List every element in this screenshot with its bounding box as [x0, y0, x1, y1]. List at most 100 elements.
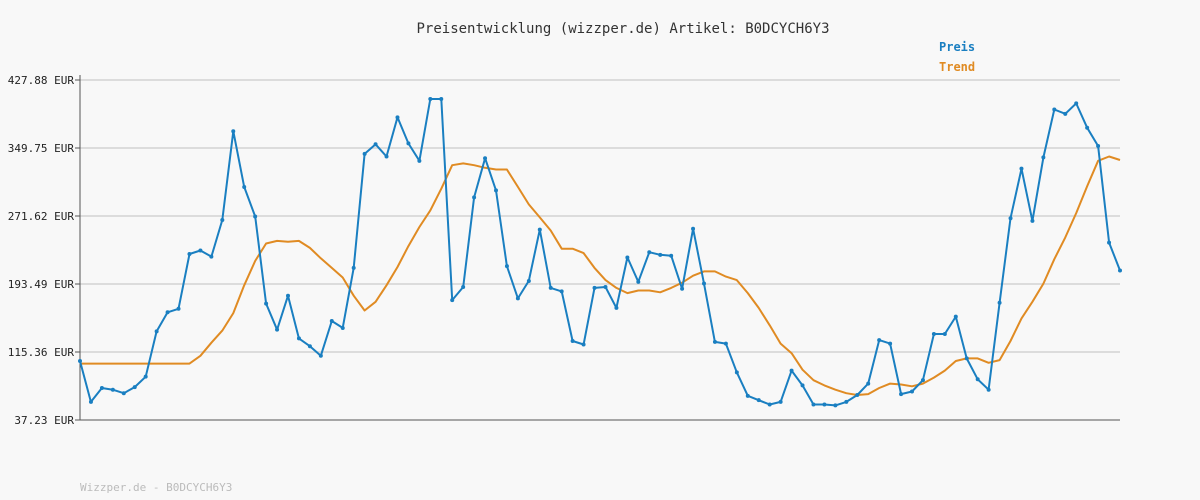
data-point-preis	[931, 332, 936, 337]
data-point-preis	[767, 402, 772, 407]
data-point-preis	[209, 254, 214, 259]
data-point-preis	[669, 253, 674, 258]
data-point-preis	[855, 392, 860, 397]
data-point-preis	[483, 156, 488, 161]
data-point-preis	[154, 329, 159, 334]
data-point-preis	[559, 289, 564, 294]
data-point-preis	[1052, 107, 1057, 112]
series-line-preis	[79, 98, 1121, 407]
legend-item-trend: Trend	[939, 60, 975, 74]
data-point-preis	[811, 402, 816, 407]
data-point-preis	[625, 255, 630, 260]
data-point-preis	[1041, 155, 1046, 160]
data-point-preis	[121, 391, 126, 396]
footer-text: Wizzper.de - B0DCYCH6Y3	[80, 481, 232, 494]
data-point-preis	[450, 298, 455, 303]
data-point-preis	[1063, 111, 1068, 116]
data-point-preis	[88, 399, 93, 404]
data-point-preis	[658, 252, 663, 257]
data-point-preis	[1030, 218, 1035, 223]
y-tick-label: 349.75 EUR	[8, 142, 75, 155]
data-point-preis	[953, 314, 958, 319]
y-tick-label: 271.62 EUR	[8, 210, 75, 223]
y-tick-label: 37.23 EUR	[14, 414, 74, 427]
data-point-preis	[198, 248, 203, 253]
data-point-preis	[275, 327, 280, 332]
data-point-preis	[592, 285, 597, 290]
data-point-preis	[132, 385, 137, 390]
y-tick-label: 193.49 EUR	[8, 278, 75, 291]
data-point-preis	[712, 339, 717, 344]
data-point-preis	[888, 341, 893, 346]
data-point-preis	[340, 325, 345, 330]
data-point-preis	[702, 281, 706, 286]
data-point-preis	[789, 368, 794, 373]
data-point-preis	[570, 338, 575, 343]
data-point-preis	[1008, 216, 1013, 221]
data-point-preis	[866, 381, 871, 386]
data-point-preis	[417, 158, 422, 163]
data-point-preis	[614, 305, 619, 310]
data-point-preis	[384, 154, 389, 159]
data-point-preis	[362, 151, 367, 156]
series-group	[78, 97, 1122, 408]
data-point-preis	[187, 251, 192, 256]
data-point-preis	[1118, 268, 1122, 273]
data-point-preis	[603, 285, 608, 290]
data-point-preis	[494, 188, 498, 193]
data-point-preis	[99, 385, 104, 390]
data-point-preis	[296, 336, 301, 341]
axes	[79, 75, 1120, 421]
data-point-preis	[1074, 101, 1079, 106]
data-point-preis	[647, 250, 652, 255]
data-point-preis	[920, 378, 925, 383]
data-point-preis	[680, 286, 685, 291]
data-point-preis	[910, 389, 914, 394]
legend-item-preis: Preis	[939, 40, 975, 54]
data-point-preis	[723, 341, 728, 346]
data-point-preis	[1085, 125, 1090, 130]
data-point-preis	[877, 338, 882, 343]
data-point-preis	[1096, 144, 1101, 149]
data-point-preis	[373, 142, 378, 147]
data-point-preis	[329, 318, 334, 323]
data-point-preis	[231, 129, 236, 134]
data-point-preis	[822, 402, 827, 407]
data-point-preis	[472, 195, 477, 200]
data-point-preis	[691, 226, 696, 231]
data-point-preis	[264, 301, 269, 306]
data-point-preis	[537, 227, 542, 232]
y-tick-label: 427.88 EUR	[8, 74, 75, 87]
data-point-preis	[778, 399, 783, 404]
data-point-preis	[899, 392, 904, 397]
data-point-preis	[110, 387, 115, 392]
chart-title: Preisentwicklung (wizzper.de) Artikel: B…	[416, 21, 829, 37]
data-point-preis	[526, 278, 531, 283]
data-point-preis	[734, 370, 739, 375]
data-point-preis	[307, 344, 312, 349]
data-point-preis	[351, 265, 356, 270]
data-point-preis	[439, 97, 444, 102]
data-point-preis	[428, 97, 433, 102]
data-point-preis	[636, 279, 641, 284]
data-point-preis	[318, 353, 323, 358]
data-point-preis	[844, 399, 849, 404]
data-point-preis	[78, 359, 82, 364]
data-point-preis	[1107, 240, 1112, 245]
data-point-preis	[833, 403, 838, 408]
data-point-preis	[143, 374, 148, 379]
data-point-preis	[800, 383, 805, 388]
data-point-preis	[745, 393, 750, 398]
data-point-preis	[286, 293, 290, 298]
data-point-preis	[515, 296, 520, 301]
data-point-preis	[975, 377, 980, 382]
y-tick-label: 115.36 EUR	[8, 346, 75, 359]
data-point-preis	[548, 285, 553, 290]
data-point-preis	[253, 214, 258, 219]
data-point-preis	[756, 398, 761, 403]
data-point-preis	[986, 387, 991, 392]
data-point-preis	[964, 356, 969, 361]
data-point-preis	[942, 332, 947, 337]
series-line-trend	[80, 155, 1121, 396]
